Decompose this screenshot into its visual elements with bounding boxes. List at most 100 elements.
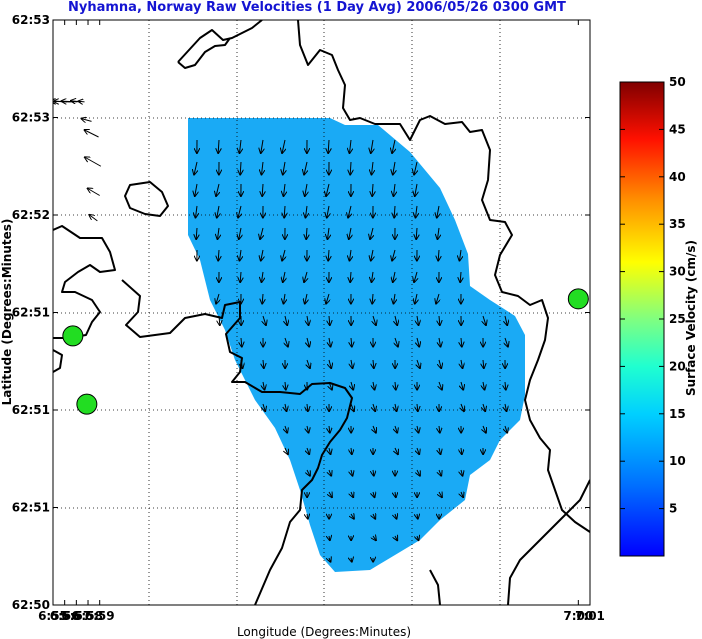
x-axis-label: Longitude (Degrees:Minutes) [237, 625, 411, 639]
velocity-arrow [370, 227, 373, 239]
velocity-arrow [439, 492, 442, 497]
velocity-arrow [82, 119, 92, 122]
y-tick-label: 62:51 [12, 306, 50, 320]
velocity-arrow [505, 315, 507, 325]
velocity-arrow [349, 227, 351, 239]
velocity-arrow [417, 315, 419, 325]
velocity-arrow [241, 359, 243, 368]
velocity-arrow [439, 359, 441, 368]
velocity-arrow [216, 293, 219, 304]
velocity-arrow [328, 227, 330, 239]
velocity-arrow [461, 337, 462, 347]
velocity-arrow [306, 227, 307, 239]
velocity-arrow [392, 249, 395, 261]
velocity-arrow [328, 249, 329, 261]
velocity-arrow [328, 139, 329, 153]
velocity-arrow [483, 403, 485, 411]
velocity-arrow [483, 381, 485, 390]
velocity-arrow [261, 249, 263, 261]
coastline [53, 20, 590, 605]
velocity-arrow [351, 469, 353, 476]
x-tick-label: 7:00 [563, 609, 593, 623]
velocity-arrow [329, 558, 331, 562]
velocity-arrow [283, 271, 285, 282]
x-tick-label: 6:58 [73, 609, 103, 623]
velocity-arrow [262, 183, 263, 196]
velocity-arrow [417, 536, 419, 540]
velocity-arrow [196, 227, 197, 239]
velocity-arrow [285, 315, 287, 325]
velocity-arrow [505, 381, 506, 390]
colorbar-tick-label: 15 [669, 407, 686, 421]
colorbar-label: Surface Velocity (cm/s) [684, 240, 698, 396]
velocity-arrow [373, 469, 374, 476]
y-tick-label: 62:50 [12, 598, 50, 612]
velocity-arrow [351, 492, 353, 497]
velocity-arrow [240, 161, 241, 175]
velocity-arrow [219, 315, 220, 325]
velocity-arrow [417, 403, 418, 411]
velocity-arrow [417, 359, 420, 368]
velocity-arrow [505, 403, 507, 411]
velocity-arrow [240, 249, 242, 261]
velocity-arrow [417, 425, 419, 433]
velocity-arrow [307, 359, 310, 368]
velocity-arrow [348, 205, 351, 218]
velocity-arrow [393, 161, 395, 175]
velocity-arrow [285, 381, 286, 390]
velocity-arrow [372, 293, 373, 304]
velocity-arrow [195, 183, 197, 196]
velocity-arrow [394, 293, 396, 304]
velocity-arrow [373, 403, 375, 411]
velocity-arrow [329, 492, 332, 497]
velocity-arrow [263, 403, 265, 411]
velocity-arrow [350, 161, 351, 175]
velocity-arrow [282, 139, 285, 153]
velocity-arrow [460, 249, 462, 261]
velocity-arrow [372, 183, 373, 196]
velocity-arrow [329, 447, 331, 454]
station-marker [76, 393, 98, 415]
velocity-arrow [461, 492, 463, 497]
y-axis-label: Latitude (Degrees:Minutes) [0, 219, 14, 406]
colorbar-tick-label: 5 [669, 502, 677, 516]
velocity-arrow [393, 271, 395, 282]
velocity-arrow [461, 469, 463, 476]
velocity-arrow [306, 205, 308, 218]
velocity-arrow [395, 536, 397, 540]
velocity-arrow [351, 558, 352, 562]
velocity-arrow [373, 315, 376, 325]
velocity-arrow [439, 447, 441, 454]
velocity-arrow [307, 315, 309, 325]
velocity-arrow [350, 139, 352, 153]
velocity-arrow [437, 205, 439, 218]
velocity-arrow [395, 337, 398, 347]
velocity-arrow [283, 161, 285, 175]
velocity-arrow [415, 293, 417, 304]
velocity-arrow [394, 205, 395, 218]
velocity-arrow [436, 293, 439, 304]
y-tick-label: 62:52 [12, 208, 50, 222]
velocity-arrow [284, 293, 286, 304]
chart-title-bar: Nyhamna, Norway Raw Velocities (1 Day Av… [0, 0, 702, 18]
y-tick-label: 62:53 [12, 13, 50, 27]
velocity-arrow [351, 337, 352, 347]
velocity-arrow [395, 315, 397, 325]
velocity-arrow [417, 337, 419, 347]
velocity-arrow [79, 101, 85, 102]
velocity-arrow [304, 161, 307, 175]
velocity-field [188, 118, 525, 572]
colorbar: 5 10 15 20 25 30 35 40 45 50 Surface Velocity (cm… [619, 75, 698, 557]
velocity-arrow [395, 403, 397, 411]
velocity-arrow [329, 359, 331, 368]
velocity-arrow [307, 469, 310, 476]
x-tick-label: 6:59 [85, 609, 115, 623]
y-tick-label: 62:51 [12, 403, 50, 417]
velocity-arrow [305, 183, 307, 196]
velocity-arrow [395, 492, 396, 497]
radar-stations [62, 288, 589, 415]
velocity-arrow [329, 425, 330, 433]
velocity-arrow [216, 183, 219, 196]
velocity-arrow [305, 293, 307, 304]
colorbar-tick-label: 30 [669, 265, 686, 279]
